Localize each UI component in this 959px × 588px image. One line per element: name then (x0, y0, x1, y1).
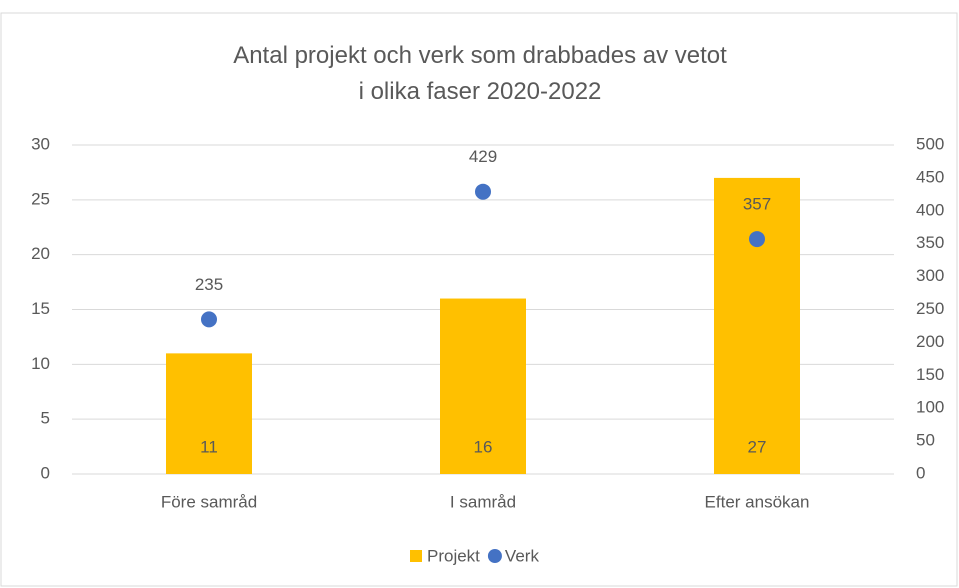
legend-swatch (410, 550, 422, 562)
point (475, 183, 491, 200)
y-tick-label: 10 (31, 354, 50, 373)
y-tick-label: 25 (31, 189, 50, 208)
x-tick-label: Efter ansökan (705, 492, 810, 511)
y-tick-label: 5 (41, 409, 50, 428)
data-label: 235 (195, 275, 223, 294)
x-tick-label: Före samråd (161, 492, 257, 511)
y-tick-label: 20 (31, 244, 50, 263)
y2-tick-label: 300 (916, 266, 944, 285)
y2-tick-label: 500 (916, 134, 944, 153)
legend-swatch (487, 549, 502, 563)
legend-label: Projekt (427, 546, 480, 565)
bar (714, 177, 800, 474)
data-label: 27 (748, 437, 767, 456)
bar (440, 298, 526, 474)
y-tick-label: 30 (31, 134, 50, 153)
chart-border (0, 12, 958, 587)
x-tick-label: I samråd (450, 492, 516, 511)
data-label: 11 (200, 437, 218, 456)
y2-tick-label: 200 (916, 332, 944, 351)
data-label: 16 (474, 437, 493, 456)
y2-tick-label: 150 (916, 365, 944, 384)
point (749, 231, 765, 248)
bar (166, 353, 252, 474)
data-label: 429 (469, 147, 497, 166)
y2-tick-label: 0 (916, 463, 925, 482)
y-tick-label: 15 (31, 299, 50, 318)
y2-tick-label: 50 (916, 431, 935, 450)
point (201, 311, 217, 328)
y-tick-label: 0 (41, 463, 50, 482)
data-label: 357 (743, 195, 771, 214)
chart-title: Antal projekt och verk som drabbades av … (233, 42, 727, 105)
y2-tick-label: 450 (916, 167, 944, 186)
y2-tick-label: 100 (916, 398, 944, 417)
legend-label: Verk (505, 546, 540, 565)
y2-tick-label: 250 (916, 299, 944, 318)
y2-tick-label: 350 (916, 233, 944, 252)
y2-tick-label: 400 (916, 200, 944, 219)
